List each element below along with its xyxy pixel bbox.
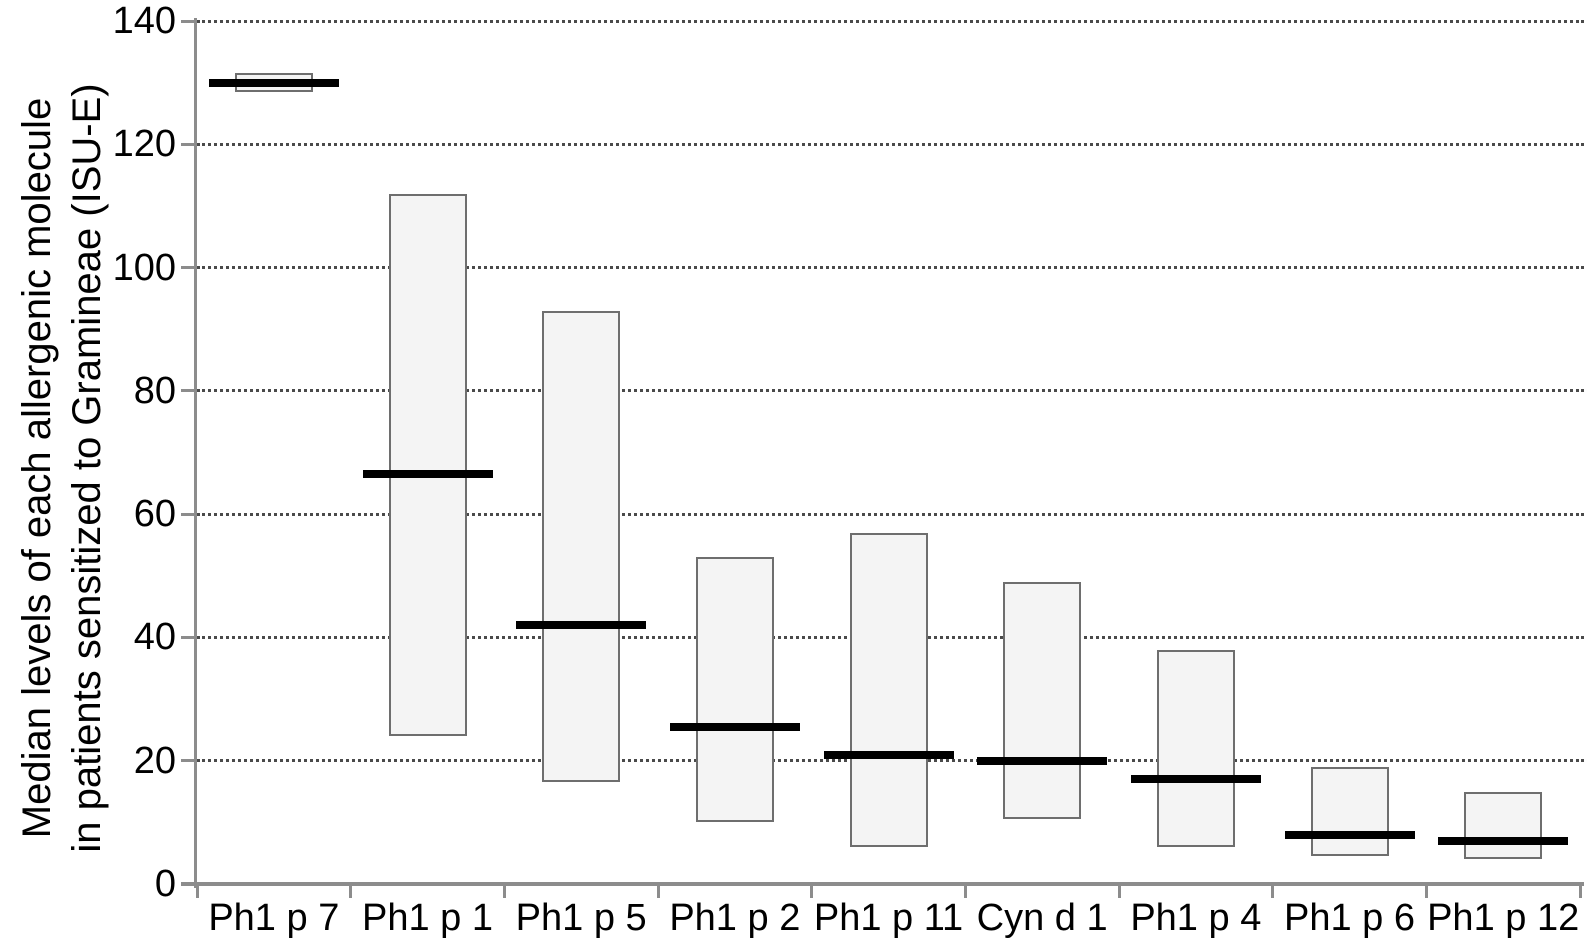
- median-line: [1438, 836, 1569, 845]
- box: [388, 193, 467, 737]
- gridline: [197, 19, 1584, 23]
- box: [542, 310, 621, 783]
- x-category-label: Ph1 p 7: [208, 897, 340, 939]
- x-tick: [1424, 884, 1428, 898]
- x-tick: [1271, 884, 1275, 898]
- y-tick-label: 140: [112, 0, 176, 42]
- y-tick-label: 120: [112, 123, 176, 166]
- gridline: [197, 512, 1584, 516]
- x-category-label: Ph1 p 2: [669, 897, 801, 939]
- box: [695, 557, 774, 823]
- y-tick-label: 0: [154, 863, 176, 905]
- box: [1003, 581, 1082, 820]
- y-tick: [181, 142, 197, 146]
- x-category-label: Ph1 p 11: [813, 897, 964, 939]
- x-tick: [1117, 884, 1121, 898]
- median-line: [208, 78, 339, 87]
- y-tick-label: 100: [112, 246, 176, 289]
- x-tick: [810, 884, 814, 898]
- box: [1310, 766, 1389, 857]
- gridline: [197, 142, 1584, 146]
- y-axis-line: [194, 18, 197, 888]
- y-tick-label: 60: [133, 493, 176, 536]
- median-line: [1130, 775, 1261, 784]
- x-tick: [656, 884, 660, 898]
- x-category-label: Ph1 p 6: [1284, 897, 1415, 939]
- median-line: [977, 756, 1108, 765]
- median-line: [823, 750, 954, 759]
- y-tick: [181, 882, 197, 886]
- x-tick: [502, 884, 506, 898]
- x-category-label: Ph1 p 12: [1427, 897, 1580, 939]
- box: [849, 532, 928, 847]
- x-category-label: Ph1 p 4: [1130, 897, 1262, 939]
- y-axis-title-line1: Median levels of each allergenic molecul…: [15, 97, 59, 839]
- x-tick: [349, 884, 353, 898]
- y-tick: [181, 266, 197, 270]
- y-tick-label: 40: [133, 616, 176, 659]
- x-tick: [195, 884, 199, 898]
- y-tick: [181, 512, 197, 516]
- y-axis-title-line2: in patients sensitized to Gramineae (ISU…: [65, 83, 109, 853]
- median-line: [1284, 830, 1415, 839]
- y-tick-label: 80: [133, 369, 176, 412]
- y-tick: [181, 389, 197, 393]
- x-category-label: Ph1 p 1: [362, 897, 493, 939]
- y-tick-label: 20: [133, 739, 176, 782]
- y-tick: [181, 759, 197, 763]
- gridline: [197, 266, 1584, 270]
- box: [1156, 649, 1235, 847]
- x-tick: [963, 884, 967, 898]
- median-line: [669, 722, 800, 731]
- y-axis-title: Median levels of each allergenic molecul…: [12, 83, 112, 852]
- x-tick: [1578, 884, 1582, 898]
- median-line: [362, 470, 493, 479]
- median-line: [516, 621, 647, 630]
- x-axis-line: [181, 882, 1584, 886]
- box: [1464, 791, 1543, 860]
- x-category-label: Cyn d 1: [976, 897, 1108, 939]
- gridline: [197, 389, 1584, 393]
- x-category-label: Ph1 p 5: [515, 897, 647, 939]
- y-tick: [181, 19, 197, 23]
- y-tick: [181, 635, 197, 639]
